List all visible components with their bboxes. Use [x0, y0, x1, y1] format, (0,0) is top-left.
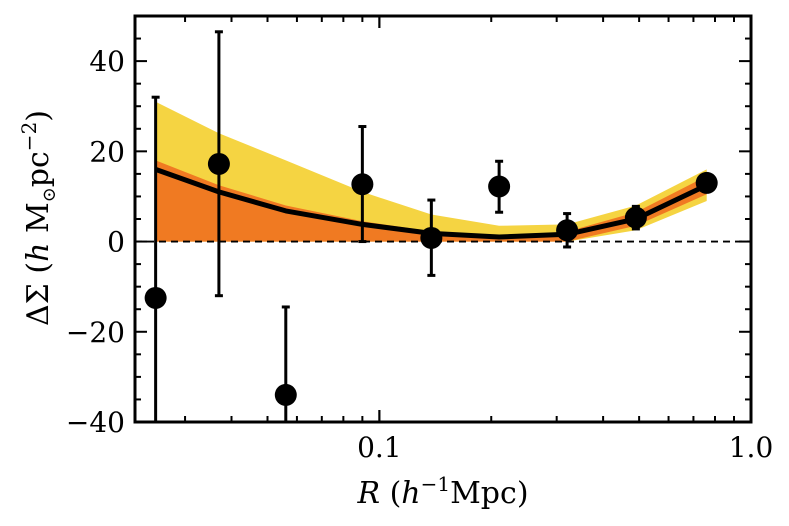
data-point: [144, 286, 167, 309]
y-axis-label-msun: M: [21, 202, 56, 242]
outer-band: [155, 101, 707, 242]
x-axis-label: R (h−1Mpc): [356, 472, 528, 511]
plot-frame: [133, 14, 753, 424]
data-point: [351, 173, 374, 196]
data-point: [274, 383, 297, 406]
x-axis-label-open: (: [380, 476, 401, 511]
y-axis-label: ΔΣ (h M⊙pc−2): [17, 110, 60, 326]
x-axis-label-var: R: [356, 476, 380, 511]
data-point: [420, 226, 443, 249]
y-axis-label-close: ): [21, 110, 56, 122]
error-bar: [151, 95, 160, 422]
data-point: [556, 219, 579, 242]
data-point: [488, 175, 511, 198]
y-axis-label-exp: −2: [17, 122, 41, 151]
x-tick-label: 0.1: [357, 431, 402, 464]
y-tick-label: 20: [89, 135, 125, 168]
data-points: [144, 152, 718, 406]
inner-band: [155, 160, 707, 242]
x-axis-label-h: h: [401, 476, 420, 511]
y-tick-label: −40: [66, 406, 125, 439]
x-axis-label-unit: Mpc: [450, 476, 517, 511]
x-axis-label-exp: −1: [421, 472, 450, 496]
y-axis-label-sun: ⊙: [39, 187, 60, 202]
error-bar: [281, 305, 290, 422]
y-axis-label-delta: ΔΣ: [21, 283, 56, 326]
x-tick-label: 1.0: [729, 431, 774, 464]
y-axis-label-h: h: [21, 243, 56, 262]
y-axis-label-pc: pc: [21, 151, 56, 187]
tick-labels: −40 −20 0 20 40 0.1 1.0: [66, 45, 773, 464]
y-tick-label: 0: [107, 226, 125, 259]
plot-area: [135, 30, 751, 422]
y-tick-label: 40: [89, 45, 125, 78]
data-point: [624, 206, 647, 229]
x-axis-label-close: ): [517, 476, 529, 511]
y-tick-label: −20: [66, 316, 125, 349]
data-point: [695, 171, 718, 194]
data-point: [207, 152, 230, 175]
y-axis-label-open: (: [21, 262, 56, 283]
